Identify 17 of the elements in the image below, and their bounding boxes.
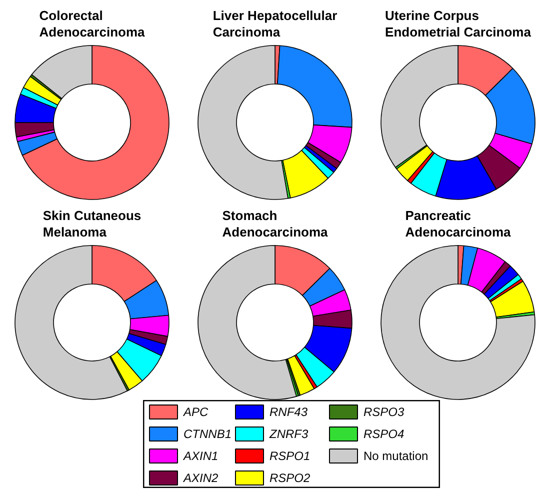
chart-title: Colorectal Adenocarcinoma [39, 8, 146, 40]
chart-title: Pancreatic Adenocarcinoma [405, 208, 512, 240]
legend-label: ZNRF3 [268, 427, 308, 441]
legend-label: RSPO2 [270, 471, 311, 485]
legend-label: CTNNB1 [184, 427, 232, 441]
chart-title: Stomach Adenocarcinoma [222, 208, 329, 240]
legend-label: APC [182, 405, 209, 419]
chart-title: Skin Cutaneous Melanoma [42, 208, 142, 240]
legend-label: AXIN2 [182, 471, 219, 485]
legend-label: AXIN1 [182, 449, 218, 463]
legend-label: RSPO3 [364, 405, 405, 419]
chart-title: Uterine Corpus Endometrial Carcinoma [385, 8, 532, 40]
legend-label: RNF43 [270, 405, 308, 419]
legend-label: RSPO1 [270, 449, 310, 463]
chart-title: Liver Hepatocellular Carcinoma [212, 8, 338, 40]
legend-label: No mutation [364, 449, 428, 463]
legend-label: RSPO4 [364, 427, 405, 441]
